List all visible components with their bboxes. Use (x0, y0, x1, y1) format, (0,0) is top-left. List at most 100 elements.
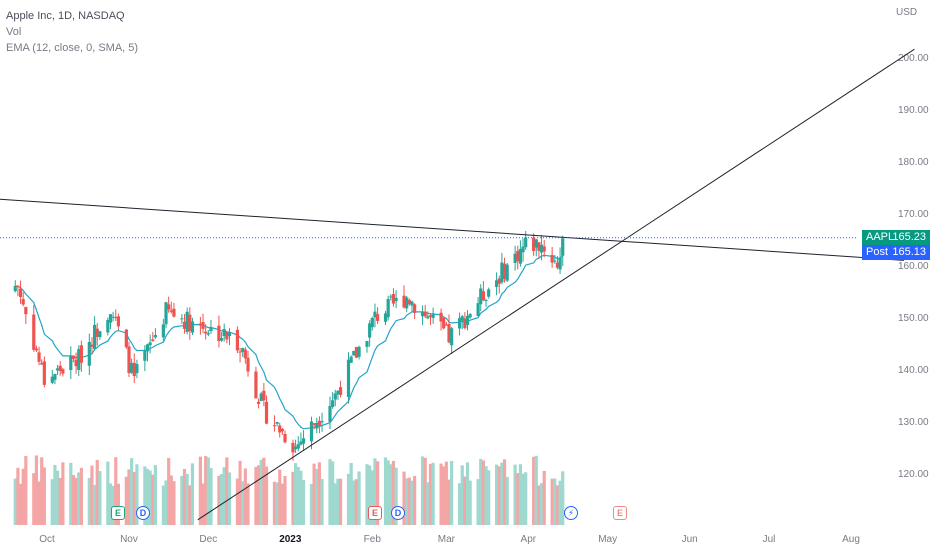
time-tick-label: Nov (120, 534, 138, 545)
upcoming-earnings-marker[interactable]: E (613, 506, 627, 520)
volume-bar (222, 467, 226, 525)
candle-body (124, 329, 128, 348)
volume-bar (238, 460, 242, 525)
volume-bar (74, 477, 78, 525)
time-tick-label: Aug (842, 534, 860, 545)
volume-bar (50, 479, 54, 525)
volume-bar (71, 475, 76, 525)
candle-body (555, 262, 560, 268)
price-tick-label: 140.00 (898, 365, 929, 376)
volume-bar (532, 456, 536, 525)
volume-bar (505, 476, 509, 525)
volume-bar (204, 456, 208, 525)
candle-body (98, 331, 102, 338)
volume-bar (320, 479, 324, 525)
volume-bar (164, 480, 168, 525)
volume-bar (513, 464, 517, 525)
volume-bar (259, 459, 263, 525)
volume-bar (198, 456, 202, 525)
candle-body (442, 317, 446, 329)
candle-body (185, 311, 189, 332)
volume-bar (394, 467, 398, 525)
candle-body (309, 421, 314, 442)
volume-bar (542, 470, 546, 525)
candle-body (320, 420, 324, 423)
volume-bar (98, 470, 102, 525)
ema-legend[interactable]: EMA (12, close, 0, SMA, 5) (6, 42, 139, 54)
split-marker[interactable]: ⚡ (564, 506, 578, 520)
candle-body (16, 285, 20, 287)
volume-bar (468, 480, 472, 525)
candle-body (58, 365, 62, 372)
volume-bar (550, 478, 554, 525)
candle-body (357, 346, 361, 357)
volume-bar (77, 472, 81, 525)
volume-bar (206, 457, 210, 525)
candle-body (79, 345, 83, 363)
dividend-marker[interactable]: D (136, 506, 150, 520)
candle-body (225, 332, 229, 340)
volume-bar (37, 481, 41, 525)
volume-bar (225, 457, 229, 525)
volume-bar (153, 465, 158, 525)
candle-body (164, 302, 168, 325)
candle-body (423, 311, 427, 317)
volume-bar (275, 482, 279, 525)
volume-bar (309, 484, 314, 525)
volume-bar (561, 471, 565, 525)
volume-bar (383, 457, 388, 525)
candle-body (375, 314, 380, 321)
candle-body (235, 329, 240, 351)
candle-body (95, 328, 99, 337)
volume-bar (370, 470, 374, 525)
post-price-value: 165.13 (892, 246, 926, 258)
volume-bar (373, 458, 377, 525)
volume-bar (246, 483, 250, 525)
candle-body (116, 316, 121, 327)
candle-body (272, 425, 277, 427)
candle-body (497, 278, 501, 284)
volume-bar (185, 474, 189, 525)
candle-body (69, 355, 73, 371)
candle-body (13, 285, 17, 292)
candle-body (450, 328, 454, 346)
candle-body (405, 297, 409, 309)
candle-body (256, 401, 261, 404)
candle-body (495, 280, 499, 287)
volume-bar (516, 473, 520, 525)
earnings-marker[interactable]: E (111, 506, 125, 520)
time-tick-label: Jul (763, 534, 776, 545)
candle-body (246, 357, 250, 372)
symbol-title[interactable]: Apple Inc, 1D, NASDAQ (6, 10, 125, 22)
candle-body (37, 352, 41, 362)
candle-body (312, 423, 316, 425)
currency-label: USD (896, 7, 917, 18)
candle-body (55, 368, 60, 371)
volume-bar (500, 462, 504, 525)
candle-body (394, 297, 398, 302)
candle-body (296, 444, 300, 449)
volume-bar (61, 462, 65, 525)
candle-body (447, 323, 451, 343)
volume-bar (431, 462, 435, 525)
last-price-value: 165.23 (892, 231, 926, 243)
candle-body (354, 347, 359, 358)
candle-body (349, 356, 353, 363)
candle-body (145, 344, 150, 352)
candle-body (516, 250, 520, 262)
candle-body (391, 294, 396, 304)
volume-bar (69, 462, 73, 525)
candle-body (190, 321, 195, 333)
candle-body (444, 324, 448, 326)
candle-body (331, 400, 335, 407)
candle-body (169, 310, 173, 312)
last-price-symbol: AAPL (866, 231, 895, 243)
dividend-marker[interactable]: D (391, 506, 405, 520)
volume-bar (294, 463, 298, 525)
earnings-marker[interactable]: E (368, 506, 382, 520)
candle-body (148, 342, 152, 346)
volume-bar (558, 480, 562, 525)
volume-bar (169, 475, 173, 525)
volume-legend[interactable]: Vol (6, 26, 22, 38)
